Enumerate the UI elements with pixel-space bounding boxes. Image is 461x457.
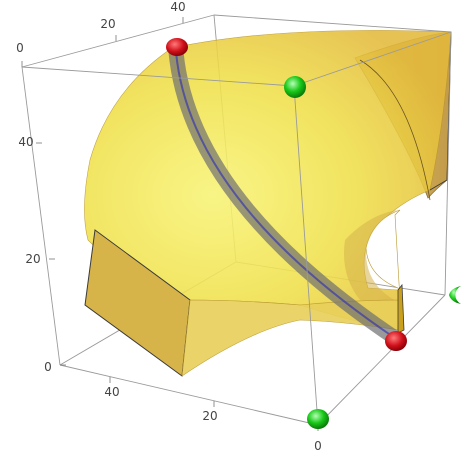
left-tick-label: 0 <box>44 360 52 374</box>
green-marker-top <box>284 76 306 98</box>
top-tick-label: 40 <box>170 0 185 14</box>
red-marker-end <box>385 331 407 351</box>
bottom-tick-label: 0 <box>314 439 322 453</box>
red-marker-start <box>166 38 188 56</box>
left-tick-label: 40 <box>18 135 33 149</box>
top-tick-label: 20 <box>100 17 115 31</box>
curved-shell-surface <box>84 30 452 377</box>
top-axis <box>21 17 184 67</box>
left-axis <box>36 142 66 366</box>
green-marker-bottom <box>307 409 329 429</box>
left-tick-label: 20 <box>25 252 40 266</box>
bottom-tick-label: 20 <box>202 409 217 423</box>
green-marker-right <box>449 286 461 304</box>
bottom-tick-label: 40 <box>104 385 119 399</box>
trajectory-tube <box>168 44 403 346</box>
top-tick-label: 0 <box>16 41 24 55</box>
bounding-box-front <box>21 31 452 426</box>
